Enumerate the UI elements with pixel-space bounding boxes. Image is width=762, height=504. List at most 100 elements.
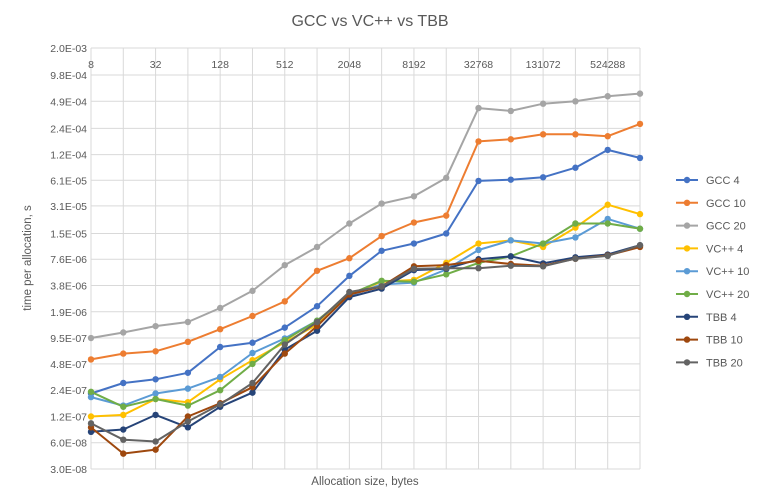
legend-item: TBB 10	[676, 335, 743, 347]
data-point	[184, 402, 192, 409]
data-point	[87, 428, 95, 436]
chart-title: GCC vs VC++ vs TBB	[291, 13, 448, 30]
data-point	[184, 318, 192, 326]
legend-marker	[683, 290, 691, 298]
series-group	[87, 90, 644, 457]
data-point	[572, 255, 579, 262]
legend-item: TBB 20	[676, 357, 743, 369]
data-point	[475, 177, 482, 185]
data-point	[120, 350, 127, 357]
x-tick-label: 32	[150, 59, 162, 71]
data-point	[378, 232, 385, 240]
legend-marker	[683, 222, 691, 229]
data-point	[152, 390, 159, 397]
data-point	[313, 303, 321, 310]
data-point	[443, 230, 450, 237]
data-point	[184, 385, 192, 392]
data-point	[249, 287, 256, 295]
data-point	[120, 411, 127, 419]
data-point	[87, 420, 95, 427]
y-tick-label: 1.2E-07	[50, 411, 87, 423]
data-point	[152, 376, 159, 383]
legend-label: TBB 10	[706, 335, 743, 347]
data-point	[636, 90, 644, 97]
data-point	[443, 174, 450, 182]
y-tick-label: 3.0E-08	[50, 464, 87, 476]
data-point	[507, 176, 515, 183]
series-tbb-20	[87, 242, 644, 445]
y-tick-label: 9.5E-07	[50, 333, 87, 345]
data-point	[636, 225, 644, 232]
x-tick-label: 131072	[526, 59, 561, 71]
legend-marker	[683, 313, 691, 320]
y-tick-label: 1.2E-04	[50, 150, 87, 162]
data-point	[604, 215, 611, 223]
x-axis-label: Allocation size, bytes	[311, 476, 419, 488]
y-tick-label: 9.8E-04	[50, 70, 87, 82]
series-line	[90, 92, 641, 339]
legend-marker	[683, 245, 691, 252]
data-point	[216, 401, 224, 408]
data-point	[604, 133, 611, 140]
data-point	[313, 243, 321, 251]
data-point	[475, 104, 482, 112]
x-tick-label: 8192	[402, 59, 426, 71]
y-tick-label: 6.0E-08	[50, 438, 87, 450]
data-point	[346, 255, 353, 262]
data-point	[443, 271, 450, 278]
data-point	[87, 388, 95, 395]
legend: GCC 4 GCC 10 GCC 20 VC++ 4 VC++ 10 VC++ 20 TBB…	[676, 175, 749, 369]
legend-label: GCC 4	[706, 175, 740, 187]
data-point	[378, 247, 385, 254]
data-point	[216, 325, 224, 333]
x-tick-label: 524288	[590, 59, 625, 71]
legend-item: GCC 20	[676, 221, 746, 233]
y-tick-label: 4.8E-07	[50, 359, 87, 371]
data-point	[539, 174, 547, 181]
data-point	[152, 395, 159, 403]
legend-label: VC++ 20	[706, 289, 749, 301]
data-point	[184, 338, 192, 346]
x-tick-label: 128	[211, 59, 229, 71]
data-point	[216, 373, 224, 381]
y-tick-label: 1.9E-06	[50, 307, 87, 319]
data-point	[378, 200, 385, 207]
data-point	[572, 220, 579, 227]
series-line	[90, 122, 641, 361]
legend-label: GCC 10	[706, 198, 746, 210]
x-tick-labels: 8 32 128 512 2048 8192 32768 131072 524288	[88, 59, 625, 71]
data-point	[120, 426, 127, 433]
data-point	[410, 240, 418, 247]
legend-marker	[683, 199, 691, 206]
x-tick-label: 8	[88, 59, 94, 71]
data-point	[604, 201, 611, 208]
y-tick-label: 7.6E-06	[50, 254, 87, 266]
data-point	[443, 264, 450, 272]
legend-label: VC++ 10	[706, 266, 749, 278]
data-point	[152, 322, 159, 330]
data-point	[475, 240, 482, 247]
data-point	[636, 242, 644, 249]
data-point	[539, 263, 547, 270]
y-tick-label: 3.8E-06	[50, 280, 87, 292]
data-point	[87, 413, 95, 420]
data-point	[636, 154, 644, 162]
y-tick-label: 2.4E-04	[50, 123, 87, 135]
data-point	[120, 403, 127, 410]
data-point	[507, 136, 515, 143]
data-point	[152, 438, 159, 445]
data-point	[636, 210, 644, 218]
legend-marker	[683, 268, 691, 275]
data-point	[475, 257, 482, 264]
data-point	[410, 219, 418, 226]
series-gcc-20	[87, 90, 644, 342]
y-tick-label: 6.1E-05	[50, 175, 87, 187]
data-point	[346, 220, 353, 227]
data-point	[216, 386, 224, 394]
data-point	[313, 327, 321, 334]
data-point	[475, 264, 482, 272]
data-point	[249, 360, 256, 368]
legend-item: VC++ 10	[676, 266, 749, 278]
legend-label: TBB 4	[706, 312, 737, 324]
y-tick-labels: 2.0E-03 9.8E-04 4.9E-04 2.4E-04 1.2E-04 6.1E-…	[50, 43, 87, 476]
